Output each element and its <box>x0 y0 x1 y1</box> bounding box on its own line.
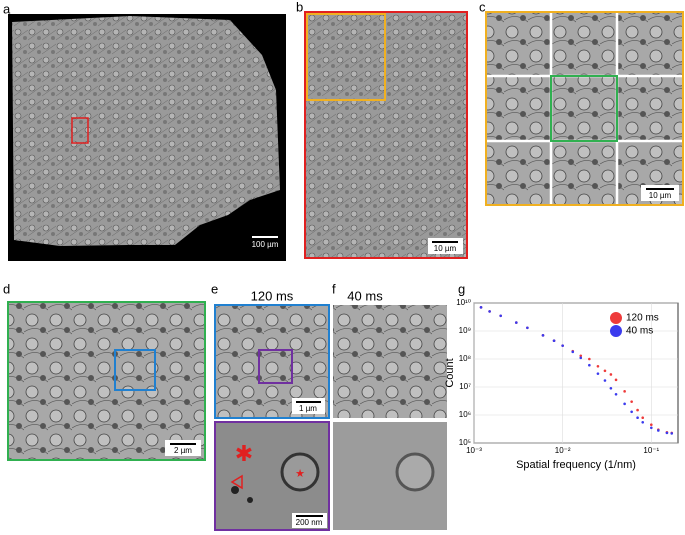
legend-label: 40 ms <box>626 326 653 337</box>
scale-label: 10 µm <box>434 244 457 253</box>
point <box>609 386 613 390</box>
point <box>650 423 653 427</box>
roi <box>258 349 293 384</box>
point <box>514 321 518 324</box>
point <box>488 310 491 313</box>
point <box>603 369 607 373</box>
point <box>636 408 639 412</box>
roi <box>550 75 618 142</box>
scale-bar <box>252 236 278 238</box>
scale-bar <box>296 401 321 403</box>
image <box>485 11 684 206</box>
panel-label: b <box>296 0 303 14</box>
panel-title: 120 ms <box>251 288 294 303</box>
y-tick-label: 10⁷ <box>459 382 471 391</box>
y-axis-label: Count <box>444 358 456 387</box>
x-tick-label: 10⁻³ <box>466 446 482 455</box>
star-marker: ★ <box>295 468 305 480</box>
image <box>304 11 468 259</box>
x-tick-label: 10⁻² <box>555 446 571 455</box>
point <box>657 429 660 432</box>
point <box>636 416 639 420</box>
panel-title: 40 ms <box>347 288 383 303</box>
y-tick-label: 10⁸ <box>459 354 471 363</box>
image <box>7 301 206 461</box>
panel-label: e <box>211 281 218 296</box>
point <box>479 306 483 309</box>
panel-label: g <box>458 281 465 296</box>
x-tick-label: 10⁻¹ <box>643 446 659 455</box>
vesicle <box>395 452 435 492</box>
point <box>665 431 669 435</box>
point <box>579 354 583 358</box>
point <box>561 344 564 347</box>
point <box>670 432 674 435</box>
point <box>623 402 626 406</box>
point <box>588 363 591 367</box>
roi <box>71 117 89 144</box>
point <box>588 357 591 361</box>
roi <box>114 349 156 391</box>
scale-label: 100 µm <box>252 240 279 249</box>
vesicle <box>247 497 253 503</box>
point <box>541 334 545 337</box>
asterisk-marker: ✱ <box>235 441 253 466</box>
vesicle <box>280 452 320 492</box>
point <box>630 410 633 414</box>
point <box>609 373 613 376</box>
point <box>526 326 529 330</box>
plot-area <box>473 302 679 444</box>
point <box>614 392 618 396</box>
point <box>603 379 607 382</box>
point <box>596 364 600 368</box>
legend-marker <box>610 312 622 324</box>
point <box>571 350 575 354</box>
panel-label: d <box>3 281 10 296</box>
point <box>623 390 626 393</box>
scale-label: 1 µm <box>299 404 317 413</box>
y-tick-label: 10⁶ <box>459 410 471 419</box>
scale-label: 10 µm <box>649 191 672 200</box>
point <box>641 420 645 424</box>
roi <box>306 13 386 101</box>
chart: 10⁵ 10⁶ 10⁷ 10⁸ 10⁹ 10¹⁰ 10⁻³ 10⁻² 10⁻¹ Spatial f… <box>444 298 679 471</box>
image <box>12 16 280 246</box>
point <box>614 378 618 382</box>
point <box>499 314 502 318</box>
scale-label: 2 µm <box>174 446 192 455</box>
y-tick-label: 10⁵ <box>459 438 471 447</box>
image <box>333 305 447 418</box>
point <box>552 339 556 343</box>
scale-bar <box>432 241 458 243</box>
scale-bar <box>646 188 674 190</box>
legend-marker <box>610 325 622 337</box>
x-axis-label: Spatial frequency (1/nm) <box>516 459 636 471</box>
scale-bar <box>170 443 196 445</box>
point <box>630 400 633 403</box>
legend-label: 120 ms <box>626 313 659 324</box>
vesicle <box>231 486 239 494</box>
panel-label: c <box>479 0 486 14</box>
point <box>596 372 600 375</box>
scale-bar <box>296 515 323 517</box>
y-tick-label: 10⁹ <box>459 326 471 335</box>
y-tick-label: 10¹⁰ <box>456 298 471 307</box>
point <box>650 426 653 430</box>
scale-label: 200 nm <box>296 518 323 527</box>
arrow-marker <box>230 474 243 490</box>
point <box>579 356 583 360</box>
panel-label: f <box>332 281 336 296</box>
point <box>641 416 645 420</box>
panel-label: a <box>3 1 11 16</box>
